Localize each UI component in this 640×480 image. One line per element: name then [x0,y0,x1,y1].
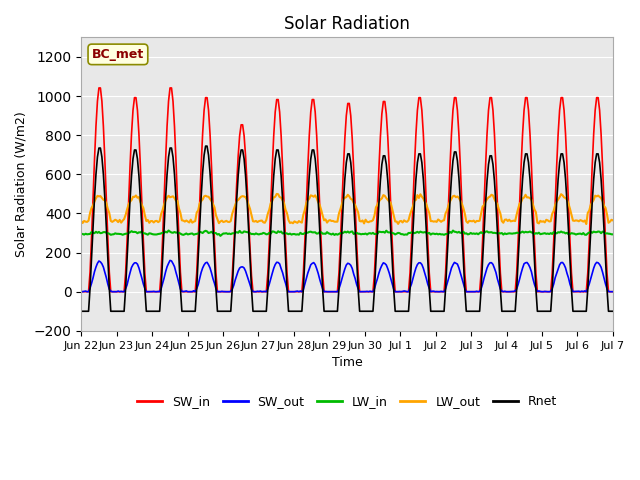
Title: Solar Radiation: Solar Radiation [284,15,410,33]
X-axis label: Time: Time [332,356,362,369]
Text: BC_met: BC_met [92,48,144,61]
Legend: SW_in, SW_out, LW_in, LW_out, Rnet: SW_in, SW_out, LW_in, LW_out, Rnet [132,390,562,413]
Y-axis label: Solar Radiation (W/m2): Solar Radiation (W/m2) [15,111,28,257]
